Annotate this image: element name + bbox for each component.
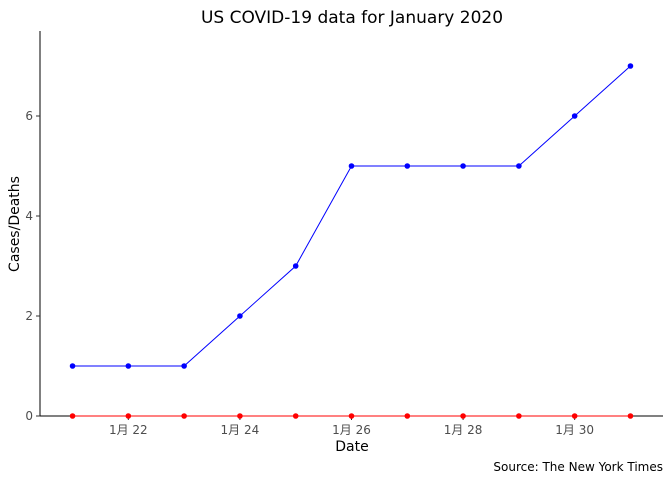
deaths-point: [460, 413, 466, 419]
y-tick-label: 6: [25, 109, 33, 123]
cases-point: [292, 263, 299, 269]
deaths-point: [404, 413, 411, 419]
x-tick-label: 1月 22: [109, 423, 148, 437]
deaths-series: [69, 413, 634, 419]
y-tick-label: 4: [25, 209, 33, 223]
cases-point: [516, 163, 522, 169]
deaths-point: [125, 413, 132, 419]
chart-title: US COVID-19 data for January 2020: [201, 8, 503, 28]
cases-point: [460, 163, 466, 169]
deaths-point: [627, 413, 634, 419]
y-axis-title: Cases/Deaths: [7, 176, 23, 272]
axes: 0 2 4 6 1月 22 1月 24 1月 26 1月 28 1月 30: [25, 31, 663, 437]
deaths-point: [571, 413, 578, 419]
cases-point: [237, 313, 243, 319]
chart-caption: Source: The New York Times: [493, 460, 663, 474]
deaths-point: [348, 413, 355, 419]
cases-point: [404, 163, 411, 169]
deaths-point: [237, 413, 243, 419]
cases-point: [571, 113, 578, 119]
series-layer: [69, 63, 634, 419]
x-tick-label: 1月 30: [555, 423, 594, 437]
deaths-point: [516, 413, 522, 419]
cases-point: [181, 363, 187, 369]
cases-point: [348, 163, 355, 169]
y-tick-label: 0: [25, 409, 33, 423]
deaths-point: [69, 413, 76, 419]
x-tick-label: 1月 26: [332, 423, 371, 437]
y-tick-label: 2: [25, 309, 33, 323]
deaths-point: [181, 413, 187, 419]
cases-point: [69, 363, 76, 369]
cases-point: [627, 63, 634, 69]
cases-series: [69, 63, 634, 369]
x-tick-label: 1月 28: [444, 423, 483, 437]
x-tick-label: 1月 24: [221, 423, 260, 437]
x-axis-title: Date: [335, 439, 368, 455]
cases-line: [72, 65, 631, 367]
deaths-point: [292, 413, 299, 419]
cases-point: [125, 363, 132, 369]
